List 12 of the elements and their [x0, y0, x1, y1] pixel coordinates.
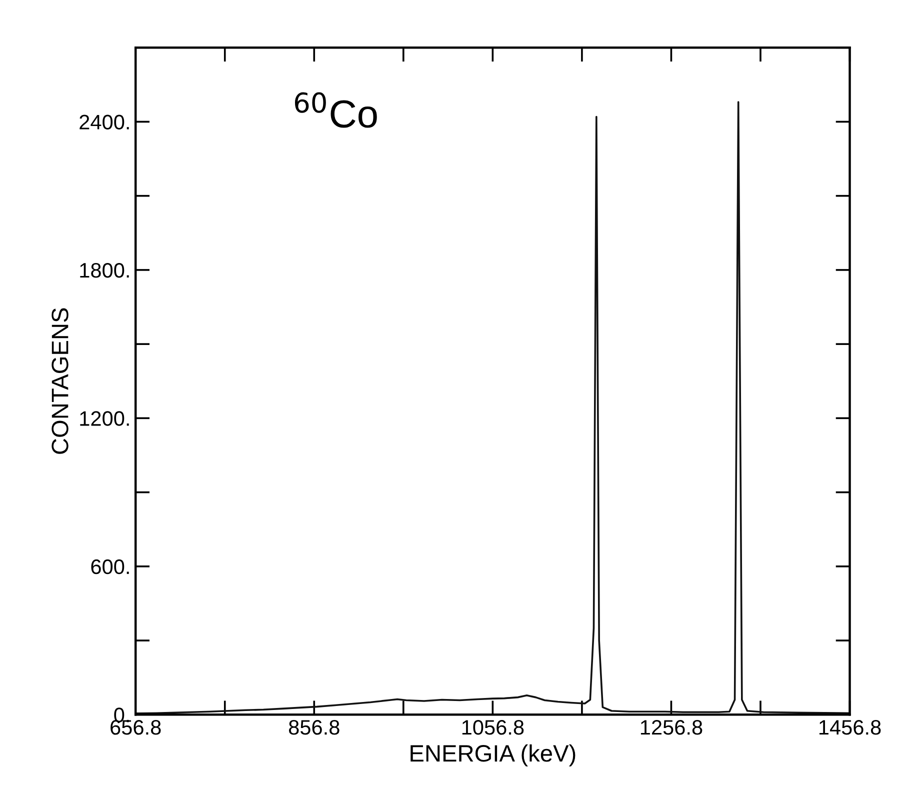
x-tick-label: 1256.8	[640, 720, 702, 735]
y-tick-label: 1800.	[80, 262, 129, 278]
x-tick-label: 1056.8	[462, 720, 524, 735]
y-tick-label: 600.	[91, 559, 129, 574]
x-tick-label: 656.8	[110, 720, 161, 735]
y-tick-label: 2400.	[80, 114, 129, 130]
annotation: $^{60}$Co	[294, 92, 377, 128]
x-tick-label: 856.8	[288, 720, 340, 735]
x-tick-label: 1456.8	[819, 720, 881, 735]
y-tick-label: 1200.	[80, 411, 129, 426]
x-axis-title: ENERGIA (keV)	[410, 744, 576, 766]
y-axis-title: CONTAGENS	[52, 308, 68, 454]
